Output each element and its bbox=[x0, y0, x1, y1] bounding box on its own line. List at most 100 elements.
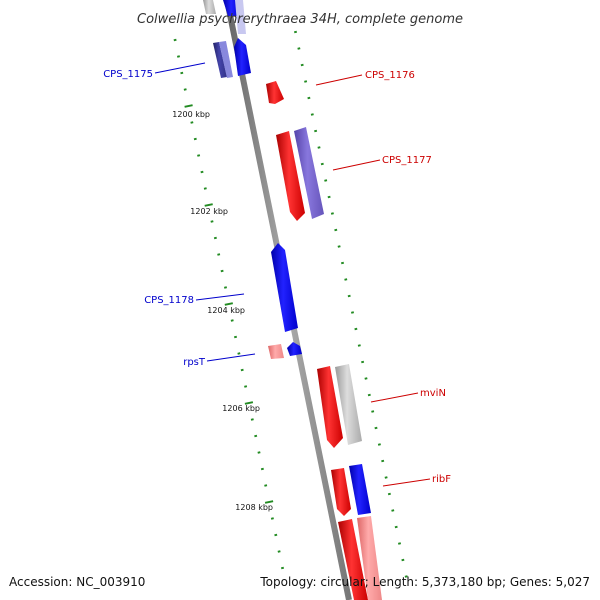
leader-line-rpst bbox=[206, 353, 256, 362]
guide-dot bbox=[230, 319, 234, 322]
guide-dot bbox=[264, 484, 268, 487]
guide-dot bbox=[387, 492, 391, 496]
gene-arrow[interactable] bbox=[357, 516, 382, 600]
guide-dot bbox=[381, 459, 385, 463]
guide-dot bbox=[200, 170, 204, 174]
guide-dot bbox=[190, 121, 194, 124]
guide-dot bbox=[317, 146, 321, 149]
gene-arrow-cps1177[interactable] bbox=[276, 131, 305, 221]
guide-dot bbox=[277, 550, 281, 553]
scale-label: 1208 kbp bbox=[235, 503, 273, 512]
genes bbox=[203, 0, 382, 600]
guide-dot bbox=[304, 80, 308, 83]
guide-dot bbox=[180, 71, 184, 75]
guide-dot bbox=[350, 311, 355, 314]
guide-dot bbox=[361, 360, 365, 364]
guide-dot bbox=[260, 467, 264, 471]
gene-label-cps1175[interactable]: CPS_1175 bbox=[103, 69, 153, 80]
gene-arrow[interactable] bbox=[268, 344, 284, 359]
scale-label: 1204 kbp bbox=[207, 306, 245, 315]
guide-dot bbox=[364, 377, 368, 380]
leader-line-cps1176 bbox=[315, 74, 363, 86]
gene-arrow-cps1176[interactable] bbox=[266, 81, 284, 104]
guide-dot bbox=[344, 278, 348, 281]
scale-tick bbox=[204, 203, 213, 207]
guide-dot bbox=[384, 476, 388, 479]
guide-dot bbox=[307, 96, 311, 100]
scale-tick bbox=[184, 104, 193, 108]
gene-arrow-rpst[interactable] bbox=[287, 342, 302, 356]
guide-dot bbox=[220, 269, 224, 273]
scale-label: 1200 kbp bbox=[172, 110, 210, 119]
guide-dot bbox=[377, 443, 381, 446]
guide-dot bbox=[244, 385, 248, 388]
guide-dot bbox=[183, 88, 187, 91]
guide-dot bbox=[310, 113, 314, 116]
guide-dot bbox=[293, 30, 298, 34]
gene-label-mvin[interactable]: mviN bbox=[420, 388, 446, 399]
guide-dot bbox=[233, 335, 238, 339]
gene-label-ribf[interactable]: ribF bbox=[432, 474, 451, 485]
leader-lines bbox=[154, 62, 431, 487]
gene-arrow[interactable] bbox=[213, 42, 227, 78]
guide-dot bbox=[203, 187, 207, 190]
guide-dot bbox=[347, 294, 351, 298]
leader-line-ribf bbox=[382, 478, 431, 487]
gene-arrow[interactable] bbox=[294, 127, 324, 219]
guide-dot bbox=[254, 434, 258, 438]
guide-dot bbox=[324, 179, 328, 182]
gene-arrow[interactable] bbox=[203, 0, 216, 14]
guide-dot bbox=[391, 509, 395, 512]
guide-dot bbox=[314, 129, 318, 133]
guide-dot bbox=[330, 212, 334, 215]
guide-dot bbox=[210, 220, 214, 223]
guide-dot bbox=[367, 393, 371, 397]
guide-dot bbox=[297, 47, 301, 50]
gene-label-rpst[interactable]: rpsT bbox=[183, 357, 206, 368]
guide-dot bbox=[300, 63, 304, 67]
guide-dot bbox=[240, 368, 244, 372]
guide-dot bbox=[334, 228, 338, 232]
scale-label: 1202 kbp bbox=[190, 207, 228, 216]
guide-dot bbox=[197, 154, 201, 157]
gene-label-cps1177[interactable]: CPS_1177 bbox=[382, 155, 432, 166]
guide-dot bbox=[217, 253, 221, 256]
guide-dot bbox=[274, 533, 278, 537]
guide-dot bbox=[404, 575, 408, 578]
gene-arrow[interactable] bbox=[219, 41, 233, 78]
gene-arrow-ribf[interactable] bbox=[331, 468, 351, 516]
guide-dot bbox=[250, 418, 254, 421]
scale-label: 1206 kbp bbox=[222, 404, 260, 413]
leader-line-mvin bbox=[370, 392, 419, 403]
gene-arrow[interactable] bbox=[349, 464, 371, 515]
guide-dot bbox=[193, 137, 197, 141]
gene-arrow[interactable] bbox=[234, 38, 251, 76]
guide-dot bbox=[357, 344, 361, 347]
gene-arrow[interactable] bbox=[338, 519, 368, 600]
accession-text: Accession: NC_003910 bbox=[9, 575, 145, 589]
leader-line-cps1177 bbox=[332, 159, 381, 171]
gene-arrow-mvin[interactable] bbox=[317, 366, 343, 448]
scale-tick bbox=[264, 500, 274, 504]
guide-dot bbox=[237, 352, 241, 355]
guide-dot bbox=[397, 542, 402, 545]
guide-dot bbox=[340, 261, 345, 265]
guide-dot bbox=[354, 327, 358, 331]
guide-dot bbox=[173, 38, 177, 42]
guide-dot bbox=[270, 517, 274, 520]
gene-arrow[interactable] bbox=[335, 364, 362, 445]
guide-dot bbox=[337, 245, 341, 248]
guide-dot bbox=[374, 426, 378, 430]
guide-dot bbox=[176, 55, 181, 58]
gene-arrow[interactable] bbox=[235, 0, 246, 34]
guide-dot bbox=[394, 525, 398, 529]
gene-label-cps1176[interactable]: CPS_1176 bbox=[365, 70, 415, 81]
gene-label-cps1178[interactable]: CPS_1178 bbox=[144, 295, 194, 306]
guide-dot bbox=[327, 195, 331, 199]
guide-dot bbox=[371, 410, 375, 413]
guide-dot bbox=[401, 558, 405, 562]
gene-arrow-cps1178[interactable] bbox=[271, 243, 298, 332]
leader-line-cps1178 bbox=[195, 293, 245, 301]
gene-labels: CPS_1175 CPS_1176 CPS_1177 CPS_1178 rpsT… bbox=[103, 69, 451, 485]
